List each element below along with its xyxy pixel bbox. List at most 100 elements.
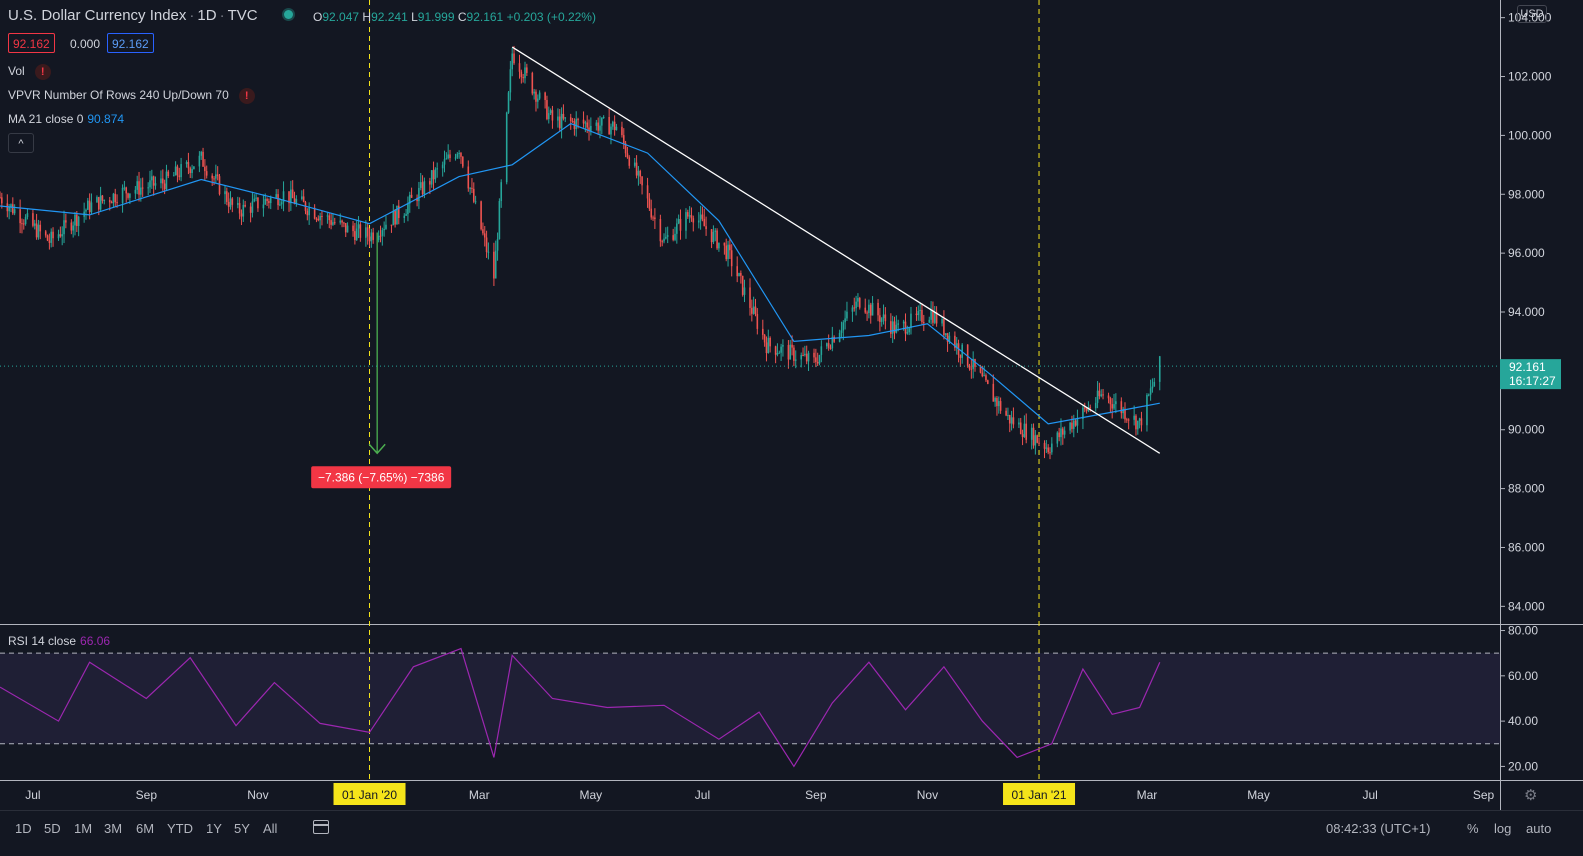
candle-body [432,170,435,180]
candle-body [637,170,640,176]
candle-body [959,354,962,358]
candle-body [730,250,733,267]
candle-body [710,229,713,243]
candle-body [447,154,449,159]
candle-body [302,196,305,203]
candle-body [846,311,848,319]
candle-body [877,302,879,316]
candle-body [577,119,579,121]
range-button-5y[interactable]: 5Y [234,821,250,836]
candle-body [815,357,817,362]
candle-body [449,154,451,159]
candle-body [558,116,561,129]
candle-body [996,397,998,407]
candle-body [315,218,318,220]
candle-body [741,275,744,295]
candle-body [1005,410,1007,416]
candle-body [1008,414,1011,424]
candle-body [919,309,921,311]
candle-body [1149,388,1152,395]
sell-price-box[interactable]: 92.162 [8,33,55,53]
range-button-5d[interactable]: 5D [44,821,61,836]
high-value: 92.241 [371,10,408,24]
candle-body [394,210,396,225]
range-button-1y[interactable]: 1Y [206,821,222,836]
candle-body [791,344,793,348]
candle-body [215,174,217,179]
candle-body [474,201,477,203]
price-tick-label: 94.000 [1508,305,1545,319]
candle-body [1007,414,1009,416]
candle-body [1140,418,1143,426]
candle-body [1051,443,1053,453]
candle-body [266,199,268,202]
date-highlight-badge [1003,783,1076,805]
candle-body [372,232,374,240]
ma-indicator-legend[interactable]: MA 21 close 0 90.874 [8,112,125,126]
calendar-icon[interactable] [313,820,329,834]
warning-icon[interactable]: ! [34,64,51,80]
range-button-3m[interactable]: 3M [104,821,123,836]
candle-body [498,201,501,240]
candle-body [1036,435,1038,443]
candle-body [533,91,535,94]
clock-readout[interactable]: 08:42:33 (UTC+1) [1326,821,1431,836]
range-button-ytd[interactable]: YTD [167,821,193,836]
candle-body [114,193,117,203]
range-button-6m[interactable]: 6M [136,821,155,836]
range-button-1m[interactable]: 1M [74,821,93,836]
collapse-legend-button[interactable]: ^ [8,133,34,153]
candle-body [763,334,766,343]
candle-body [679,218,682,231]
candle-body [416,197,418,202]
vpvr-indicator-legend[interactable]: VPVR Number Of Rows 240 Up/Down 70! [8,88,255,104]
candle-body [308,207,310,216]
candle-body [511,53,513,70]
candle-body [21,223,23,225]
buy-price-box[interactable]: 92.162 [107,33,154,53]
candle-body [1153,381,1156,387]
currency-button[interactable]: USD [1517,5,1547,23]
candle-body [1058,432,1060,438]
candle-body [255,197,257,199]
candle-body [1034,435,1037,446]
candle-body [319,215,321,221]
candle-body [366,227,369,237]
candle-body [997,401,1000,407]
candle-body [1115,401,1117,405]
candle-body [908,328,910,333]
candle-body [549,110,552,114]
candle-body [880,318,883,322]
candle-body [10,204,12,207]
time-tick-label: Sep [1473,788,1495,802]
log-toggle[interactable]: log [1494,821,1512,836]
auto-toggle[interactable]: auto [1526,821,1552,836]
rsi-line [0,647,1161,768]
vol-indicator-legend[interactable]: Vol! [8,64,51,80]
candle-body [622,135,625,144]
candle-body [595,122,598,126]
candle-body [189,168,192,173]
range-button-1d[interactable]: 1D [15,821,32,836]
candle-body [1082,407,1084,419]
rsi-indicator-legend[interactable]: RSI 14 close 66.06 [8,634,111,648]
ma-line [0,122,1160,425]
percent-toggle[interactable]: % [1467,821,1479,836]
candle-body [1010,417,1013,424]
candle-body [211,175,213,179]
candle-body [1138,418,1141,421]
candle-body [1137,420,1139,430]
candle-body [551,110,554,121]
candle-body [513,53,515,64]
candle-body [1111,404,1113,409]
candle-body [586,122,588,128]
gear-icon[interactable]: ⚙ [1524,787,1538,804]
candle-body [460,153,462,157]
range-button-all[interactable]: All [263,821,278,836]
warning-icon[interactable]: ! [238,88,255,104]
candle-body [165,171,168,190]
symbol-title[interactable]: U.S. Dollar Currency Index · 1D · TVC [8,7,258,24]
candle-body [436,168,438,170]
candle-body [1045,447,1048,449]
